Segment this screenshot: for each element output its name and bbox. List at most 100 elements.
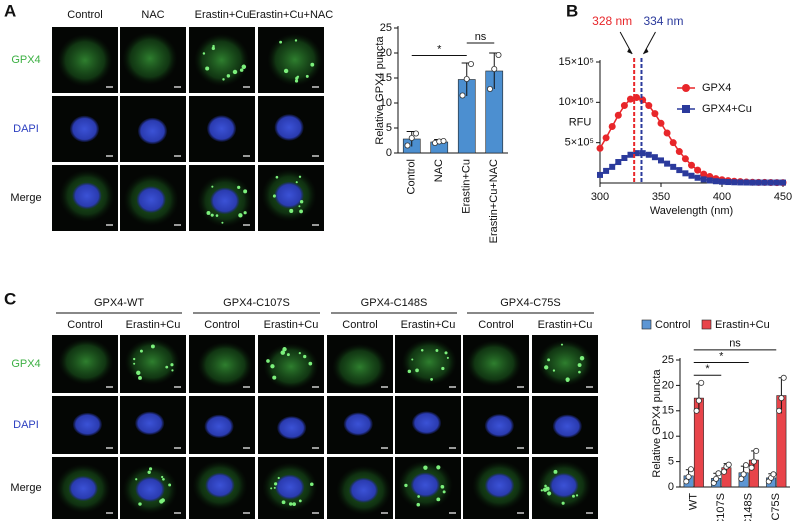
puncta — [547, 491, 552, 496]
puncta — [237, 185, 241, 189]
series-line — [599, 96, 783, 184]
puncta — [243, 211, 247, 215]
cell-nucleus — [274, 114, 304, 141]
legend-label: GPX4+Cu — [702, 103, 752, 115]
puncta — [560, 343, 564, 346]
marker — [645, 102, 653, 110]
marker — [675, 148, 683, 156]
cell-gpx4 — [401, 338, 457, 386]
data-point — [459, 92, 466, 99]
puncta — [561, 501, 565, 505]
puncta — [205, 66, 210, 71]
y-tick-label: 15×10⁵ — [559, 56, 594, 68]
marker — [749, 179, 756, 186]
cell-gpx4 — [466, 340, 522, 387]
x-tick-label: 400 — [713, 191, 731, 203]
marker — [615, 159, 622, 166]
cell-gpx4 — [263, 343, 319, 390]
puncta — [289, 208, 294, 213]
puncta — [298, 205, 301, 208]
data-point — [742, 462, 749, 469]
puncta — [404, 483, 408, 488]
puncta — [411, 358, 414, 361]
data-point — [685, 473, 692, 480]
marker — [658, 157, 664, 164]
y-tick-label: 5 — [386, 122, 392, 134]
marker — [773, 179, 780, 186]
puncta — [215, 214, 219, 217]
marker — [780, 179, 786, 186]
marker — [700, 170, 708, 178]
column-label: Erastin+Cu — [195, 9, 250, 21]
cell-nucleus — [274, 181, 304, 209]
column-label: Erastin+Cu — [538, 319, 593, 331]
data-point — [495, 52, 502, 59]
data-point — [748, 464, 755, 471]
puncta — [305, 74, 309, 78]
column-label: Control — [204, 319, 239, 331]
cell-gpx4 — [193, 33, 250, 87]
row-label: GPX4 — [11, 358, 40, 370]
legend-label: GPX4 — [702, 82, 731, 94]
panel-letter: B — [566, 1, 578, 20]
puncta — [148, 467, 153, 471]
marker — [639, 150, 646, 157]
y-tick-label: 5×10⁵ — [565, 137, 594, 149]
puncta — [212, 44, 215, 48]
y-tick-label: 10 — [380, 97, 392, 109]
x-tick-label: Control — [406, 159, 418, 194]
puncta — [239, 68, 244, 72]
puncta — [170, 363, 174, 367]
puncta — [423, 465, 428, 470]
marker — [767, 179, 774, 186]
marker — [627, 95, 634, 103]
marker — [743, 179, 750, 186]
puncta — [441, 366, 445, 371]
puncta — [150, 344, 155, 349]
significance-label: * — [705, 363, 710, 375]
x-tick-label: Erastin+Cu+NAC — [488, 159, 500, 243]
puncta — [136, 370, 141, 375]
marker — [706, 177, 713, 184]
cell-nucleus — [275, 474, 305, 500]
data-point — [780, 374, 787, 381]
puncta — [298, 175, 302, 178]
puncta — [298, 352, 301, 355]
puncta — [232, 69, 238, 75]
data-point — [770, 471, 777, 478]
puncta — [202, 52, 206, 55]
puncta — [270, 364, 275, 369]
panel-letter: C — [4, 289, 16, 308]
legend-swatch — [641, 319, 652, 330]
y-tick-label: 25 — [662, 354, 674, 366]
marker — [676, 167, 683, 174]
puncta — [407, 369, 412, 374]
data-point — [468, 61, 475, 68]
puncta — [565, 377, 570, 382]
y-tick-label: 25 — [380, 22, 392, 34]
y-tick-label: 15 — [380, 72, 392, 84]
legend-swatch — [701, 319, 712, 330]
data-point — [738, 475, 745, 482]
puncta — [415, 368, 419, 373]
data-point — [750, 458, 757, 465]
marker — [761, 179, 768, 186]
cell-gpx4 — [332, 343, 388, 391]
cell-nucleus — [410, 472, 440, 498]
significance-label: * — [437, 43, 442, 55]
data-point — [740, 471, 747, 478]
marker — [608, 123, 616, 131]
data-point — [413, 130, 420, 137]
data-point — [440, 137, 447, 144]
puncta — [221, 221, 224, 224]
y-tick-label: 20 — [380, 47, 392, 59]
data-point — [683, 478, 690, 485]
y-tick-label: 20 — [662, 379, 674, 391]
marker — [651, 154, 658, 161]
arrow-head — [643, 48, 649, 54]
cell-gpx4 — [122, 32, 178, 85]
data-point — [698, 379, 705, 386]
puncta — [274, 482, 278, 486]
marker — [609, 163, 616, 170]
